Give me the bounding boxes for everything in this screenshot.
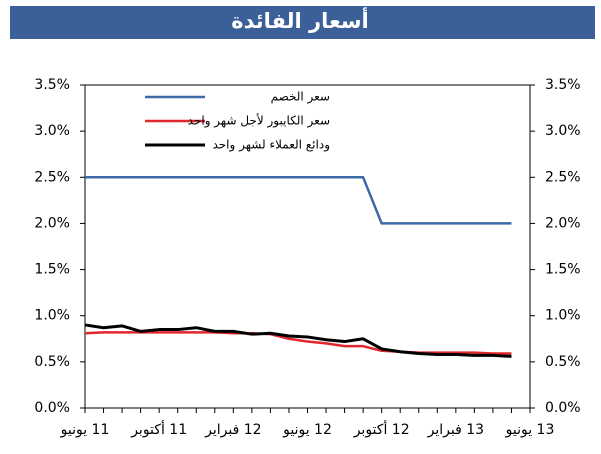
y-tick-label: 3.0% <box>34 123 70 139</box>
legend-label: سعر الخصم <box>271 90 330 105</box>
chart-title: أسعار الفائدة <box>231 6 368 33</box>
title-banner <box>10 6 595 39</box>
legend-label: سعر الكايبور لأجل شهر واحد <box>188 113 330 129</box>
x-tick-label: 11 يونيو <box>60 422 110 438</box>
y-tick-label: 0.5% <box>34 354 70 370</box>
y2-tick-label: 1.5% <box>545 262 581 278</box>
x-tick-label: 12 أكتوبر <box>353 420 410 438</box>
y2-tick-label: 2.0% <box>545 215 581 231</box>
series-line <box>84 331 512 355</box>
series-line <box>84 323 512 358</box>
y-tick-label: 1.0% <box>34 308 70 324</box>
x-tick-label: 13 يونيو <box>505 422 555 438</box>
y-tick-label: 0.0% <box>34 400 70 416</box>
y2-tick-label: 0.5% <box>545 354 581 370</box>
y2-tick-label: 3.5% <box>545 77 581 93</box>
x-tick-label: 12 فبراير <box>204 422 261 438</box>
y-tick-label: 2.0% <box>34 215 70 231</box>
y-tick-label: 3.5% <box>34 77 70 93</box>
x-tick-label: 13 فبراير <box>427 422 484 438</box>
y-tick-label: 1.5% <box>34 262 70 278</box>
y2-tick-label: 2.5% <box>545 169 581 185</box>
y-tick-label: 2.5% <box>34 169 70 185</box>
legend-label: ودائع العملاء لشهر واحد <box>212 138 330 153</box>
plot-frame <box>84 84 531 409</box>
x-tick-label: 12 يونيو <box>282 422 332 438</box>
y2-tick-label: 3.0% <box>545 123 581 139</box>
x-tick-label: 11 أكتوبر <box>130 420 187 438</box>
y2-tick-label: 1.0% <box>545 308 581 324</box>
y2-tick-label: 0.0% <box>545 400 581 416</box>
series-line <box>85 176 512 225</box>
